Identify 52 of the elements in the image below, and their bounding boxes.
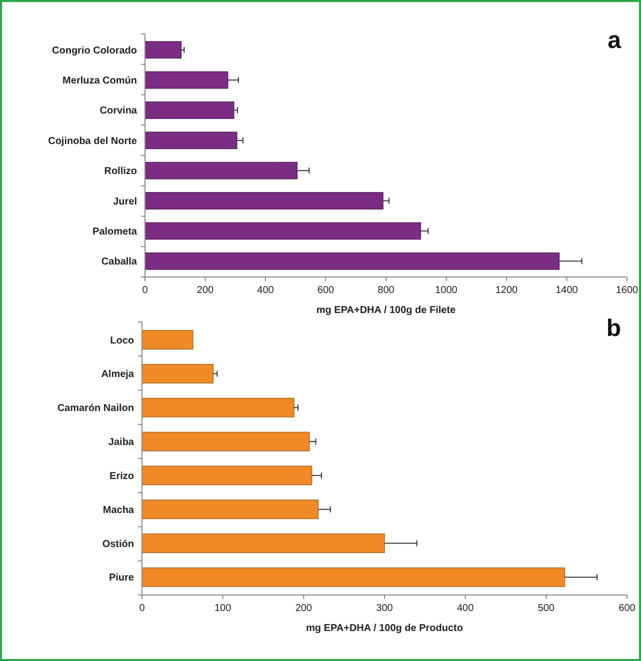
bar [144,132,238,150]
bar [142,500,319,520]
y-tick-label: Caballa [101,256,138,268]
x-tick-label: 600 [618,603,636,614]
bar [142,330,194,350]
y-tick-label: Rollizo [104,166,137,178]
x-tick-label: 1400 [556,285,578,296]
bar [144,102,234,119]
annotation: a [608,27,622,54]
x-tick-label: 600 [317,285,335,296]
x-tick-label: 400 [257,285,274,296]
bar [142,567,566,587]
bar [142,534,385,554]
bar [144,162,298,180]
x-tick-label: 300 [376,603,394,614]
bar [142,432,310,452]
y-tick-label: Palometa [92,226,138,238]
y-tick-label: Ostión [102,538,134,550]
bar [144,222,422,240]
x-axis-title: mg EPA+DHA / 100g de Producto [306,623,463,634]
bar [144,192,384,210]
y-tick-label: Camarón Nailon [57,403,134,414]
y-tick-label: Macha [102,504,134,516]
x-tick-label: 200 [196,285,214,296]
bar [144,252,560,270]
y-tick-label: Piure [108,572,134,584]
x-tick-label: 1200 [495,285,518,296]
x-tick-label: 800 [378,285,395,296]
y-tick-label: Jaiba [108,437,134,448]
x-tick-label: 1000 [435,285,458,296]
x-tick-label: 500 [538,603,555,614]
y-tick-label: Congrio Colorado [52,45,137,56]
y-tick-label: Loco [110,335,134,346]
x-tick-label: 0 [139,603,146,614]
bar [142,364,214,384]
x-axis-title: mg EPA+DHA / 100g de Filete [316,305,456,316]
y-tick-label: Cojinoba del Norte [48,136,138,147]
x-tick-label: 100 [214,603,232,614]
x-tick-label: 0 [142,285,148,296]
y-tick-label: Erizo [110,470,134,482]
bar [144,71,228,89]
bar [142,466,312,486]
bar [142,398,294,418]
x-tick-label: 200 [295,603,312,614]
y-tick-label: Almeja [101,369,134,380]
x-tick-label: 1600 [616,285,639,296]
y-tick-label: Jurel [113,196,138,208]
bar [144,41,182,59]
y-tick-label: Merluza Común [62,76,137,87]
x-tick-label: 400 [456,603,474,614]
y-tick-label: Corvina [100,106,138,117]
annotation: b [606,315,621,342]
